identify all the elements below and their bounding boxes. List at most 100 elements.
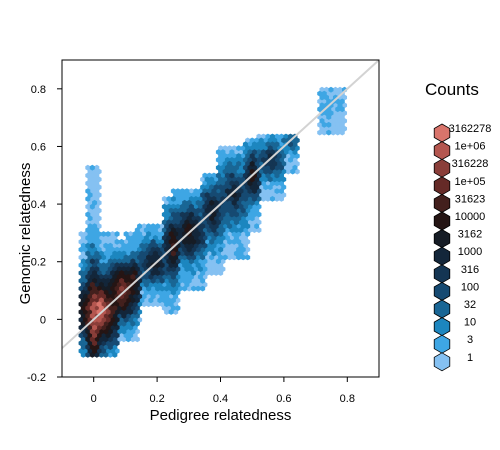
hex-cell [130, 289, 136, 296]
hex-cell [220, 172, 226, 179]
hex-cell [148, 297, 154, 304]
hex-cell [182, 192, 188, 198]
hex-cell [92, 324, 98, 331]
hex-cell [229, 180, 235, 187]
hex-cell [238, 250, 244, 257]
hex-cell [148, 289, 154, 296]
hex-cell [240, 192, 246, 198]
hex-cell [186, 215, 192, 222]
hex-cell [121, 250, 127, 257]
hex-cell [80, 289, 86, 296]
hex-cell [195, 270, 201, 276]
hex-cell [94, 203, 100, 210]
hex-cell [87, 301, 93, 308]
hex-cell [202, 219, 208, 226]
hex-cell [148, 242, 154, 249]
hex-cell [233, 196, 239, 202]
hex-cell [123, 238, 129, 245]
hex-cell [87, 324, 93, 331]
hex-cell [150, 270, 156, 276]
hex-cell [101, 324, 107, 331]
hex-cell [96, 246, 102, 253]
hex-cell [231, 231, 237, 237]
hex-cell [89, 258, 95, 265]
hex-cell [128, 270, 134, 276]
hex-cell [168, 199, 174, 206]
hex-cell [233, 235, 239, 241]
hex-cell [96, 254, 102, 261]
hex-cell [332, 102, 339, 109]
hex-cell [110, 340, 116, 347]
hex-cell [103, 352, 109, 358]
hex-cell [276, 192, 282, 198]
hex-cell [258, 168, 264, 175]
hex-cell [94, 336, 100, 343]
hex-cell [155, 262, 161, 269]
hex-cell [317, 106, 323, 113]
hex-cell [107, 313, 113, 319]
legend-label: 10 [464, 317, 476, 329]
hex-cell [85, 180, 91, 187]
hex-cell [166, 274, 172, 280]
hex-cell [231, 238, 237, 245]
hex-cell [276, 184, 282, 191]
hex-cell [173, 293, 179, 300]
hex-cell [148, 227, 154, 233]
hex-cell [258, 137, 264, 144]
hex-cell [195, 231, 201, 237]
hex-cell [130, 235, 136, 241]
hex-cell [240, 223, 246, 230]
hex-cell [112, 344, 118, 350]
hex-cell [85, 352, 91, 358]
hex-cell [339, 106, 345, 113]
hex-cell [179, 203, 185, 210]
hex-cell [170, 305, 176, 311]
hex-cell [134, 328, 140, 335]
hex-cell [83, 246, 89, 253]
hex-cell [193, 250, 199, 257]
hex-cell [87, 254, 93, 261]
hex-cell [150, 285, 156, 292]
hex-cell [112, 352, 118, 358]
hex-cell [236, 215, 242, 222]
hex-cell [197, 203, 203, 210]
hex-cell [112, 320, 118, 327]
hex-cell [179, 219, 185, 226]
hex-cell [177, 262, 183, 269]
hex-cell [134, 266, 140, 272]
hex-cell [247, 188, 253, 194]
hex-cell [200, 238, 206, 245]
legend-label: 32 [464, 299, 476, 311]
hex-cell [206, 258, 212, 265]
hex-cell [96, 192, 102, 198]
hex-cell [213, 270, 219, 276]
hex-cell [330, 106, 336, 113]
hex-cell [101, 277, 107, 284]
hex-cell [240, 199, 246, 206]
hex-cell [177, 246, 183, 253]
hex-cell [98, 297, 104, 304]
legend-label: 1000 [458, 246, 482, 258]
hex-cell [170, 211, 176, 218]
hex-cell [238, 219, 244, 226]
hex-cell [200, 277, 206, 284]
hex-cell [211, 188, 217, 194]
hex-cell [105, 348, 111, 354]
hex-cell [186, 285, 192, 292]
hex-cell [227, 207, 233, 214]
hex-cell [218, 168, 224, 175]
hex-cell [168, 231, 174, 237]
hex-cell [326, 121, 332, 128]
hex-cell [290, 145, 296, 152]
hex-cell [170, 274, 176, 280]
hex-cell [213, 246, 219, 253]
hex-cell [137, 285, 143, 292]
hex-cell [128, 246, 134, 253]
hex-cell [107, 297, 113, 304]
hex-cell [152, 297, 158, 304]
hex-cell [92, 277, 98, 284]
hex-cell [319, 102, 325, 109]
hex-cell [231, 176, 237, 183]
hex-cell [227, 254, 233, 261]
